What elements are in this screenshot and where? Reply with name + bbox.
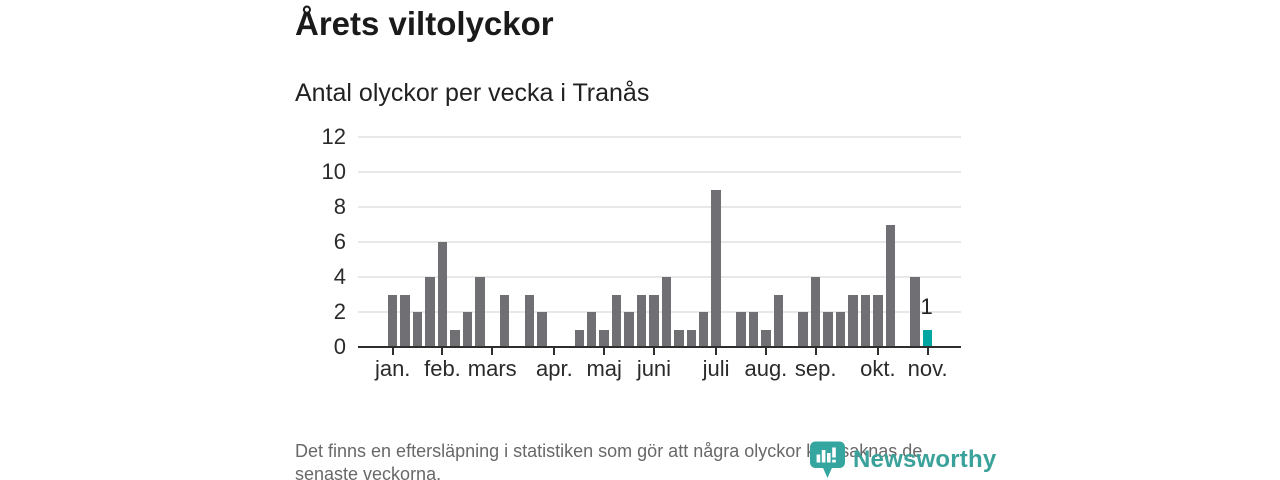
- y-tick-label: 10: [321, 159, 346, 184]
- bar: [736, 312, 746, 347]
- x-axis-line: [358, 345, 961, 348]
- bar: [574, 329, 585, 347]
- bar: [400, 294, 410, 347]
- x-tick-label: maj: [586, 356, 622, 381]
- bar: [475, 277, 485, 347]
- bar: [748, 312, 759, 347]
- gridline-y2: [358, 311, 961, 313]
- x-axis-tick: [553, 348, 556, 355]
- bar: [873, 294, 883, 347]
- bar: [450, 329, 460, 347]
- bar: [437, 242, 448, 347]
- bar: [711, 189, 721, 347]
- x-axis-tick: [926, 348, 929, 355]
- y-tick-label: 12: [321, 124, 346, 149]
- bar: [412, 312, 423, 347]
- bar: [387, 294, 398, 347]
- bar: [661, 277, 672, 347]
- bar: [848, 294, 858, 347]
- x-axis-tick: [814, 348, 817, 355]
- newsworthy-pin-barchart-icon: [810, 441, 845, 478]
- y-tick-label: 0: [333, 334, 346, 359]
- bar: [636, 294, 647, 347]
- x-tick-label: jan.: [374, 356, 411, 381]
- x-axis-labels: jan. feb. mars apr. maj juni juli aug. sep. okt. n…: [358, 356, 961, 384]
- y-tick-label: 2: [333, 299, 346, 324]
- bar-highlighted: [922, 329, 933, 347]
- bar: [798, 312, 808, 347]
- x-axis-tick: [715, 348, 718, 355]
- bar: [611, 294, 622, 347]
- y-tick-label: 8: [333, 194, 346, 219]
- chart-title: Årets viltolyckor: [295, 5, 554, 42]
- chart-subtitle: Antal olyckor per vecka i Tranås: [295, 79, 650, 107]
- x-tick-label: nov.: [907, 356, 948, 381]
- gridline-y6: [358, 241, 961, 243]
- bar: [761, 329, 771, 347]
- y-tick-label: 4: [333, 264, 346, 289]
- bar: [537, 312, 547, 347]
- footnote-line-2: senaste veckorna.: [295, 463, 442, 480]
- plot-area: 1: [358, 136, 961, 355]
- x-axis-tick: [441, 348, 444, 355]
- x-axis-tick: [603, 348, 606, 355]
- x-axis-tick: [652, 348, 655, 355]
- footnote-line-1: Det finns en eftersläpning i statistiken…: [295, 441, 923, 461]
- highlight-value-label: 1: [920, 293, 933, 319]
- gridline-y10: [358, 171, 961, 173]
- bar: [674, 329, 684, 347]
- bar: [462, 312, 473, 347]
- y-tick-label: 6: [333, 229, 346, 254]
- bar: [860, 294, 871, 347]
- newsworthy-logo: Newsworthy: [809, 440, 996, 480]
- bar: [910, 277, 920, 347]
- x-tick-label: mars: [467, 356, 517, 381]
- gridline-y12: [358, 136, 961, 138]
- gridline-y8: [358, 206, 961, 208]
- x-tick-label: sep.: [794, 356, 837, 381]
- bar: [624, 312, 634, 347]
- newsworthy-wordmark: Newsworthy: [853, 446, 997, 473]
- bar: [823, 312, 833, 347]
- x-tick-label: juli: [702, 356, 730, 381]
- x-tick-label: okt.: [860, 356, 896, 381]
- x-axis-tick: [876, 348, 879, 355]
- gridline-y4: [358, 276, 961, 278]
- bar: [599, 329, 609, 347]
- x-tick-label: apr.: [536, 356, 573, 381]
- x-axis-tick: [764, 348, 767, 355]
- x-tick-label: juni: [636, 356, 672, 381]
- x-tick-label: aug.: [744, 356, 788, 381]
- footnote: Det finns en eftersläpning i statistiken…: [295, 440, 995, 480]
- bar: [425, 277, 435, 347]
- bar: [810, 277, 821, 347]
- bar: [649, 294, 659, 347]
- bar: [773, 294, 784, 347]
- bar: [835, 312, 846, 347]
- x-axis-tick: [391, 348, 394, 355]
- bar: [686, 329, 696, 347]
- bar: [885, 224, 896, 347]
- x-axis-tick: [491, 348, 494, 355]
- x-tick-label: feb.: [424, 356, 461, 381]
- bar: [499, 294, 510, 347]
- bar: [698, 312, 709, 347]
- y-axis-labels: 0 2 4 6 8 10 12: [278, 126, 346, 358]
- bar: [524, 294, 535, 347]
- bar: [586, 312, 597, 347]
